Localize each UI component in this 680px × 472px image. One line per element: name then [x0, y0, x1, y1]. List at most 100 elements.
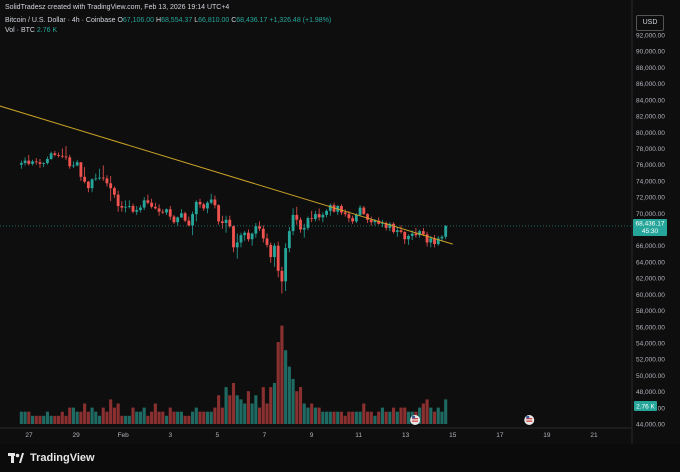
volume-bar	[392, 407, 396, 424]
candle-body	[109, 183, 113, 189]
volume-bar	[421, 403, 425, 424]
candle-body	[23, 160, 27, 164]
volume-bar	[250, 403, 254, 424]
time-tick-label: 7	[263, 432, 267, 439]
volume-bar	[68, 407, 72, 424]
candle-body	[228, 219, 232, 227]
symbol-label: Bitcoin / U.S. Dollar · 4h · Coinbase	[5, 17, 116, 24]
candle-body	[198, 201, 202, 205]
candle-body	[235, 242, 239, 248]
volume-bar	[235, 395, 239, 424]
volume-bar	[239, 399, 243, 424]
candle-body	[291, 214, 295, 232]
candle-body	[94, 178, 98, 180]
candle-body	[299, 219, 302, 230]
open-value: 67,106.00	[122, 17, 155, 24]
candle-body	[120, 205, 124, 208]
candle-body	[127, 205, 131, 207]
close-value: 68,436.17	[236, 17, 268, 24]
candle-body	[90, 179, 94, 189]
candle-body	[179, 213, 183, 218]
volume-tag	[634, 401, 657, 411]
volume-bar	[336, 411, 340, 424]
volume-bar	[90, 407, 94, 424]
volume-bar	[328, 411, 332, 424]
tradingview-logo[interactable]: TradingView	[8, 452, 95, 464]
candle-body	[280, 270, 284, 282]
candle-body	[369, 219, 373, 223]
candle-body	[421, 231, 425, 235]
candle-body	[328, 205, 332, 211]
volume-bar	[138, 411, 143, 424]
candle-body	[116, 194, 120, 206]
candle-body	[213, 199, 217, 206]
candle-body	[444, 225, 448, 237]
volume-bar	[164, 415, 169, 424]
last-price-value: 68,436.17	[636, 220, 665, 227]
volume-bar	[146, 415, 150, 424]
volume-bar	[101, 407, 105, 424]
volume-bar	[310, 403, 314, 424]
candle-body	[68, 157, 72, 167]
candle-body	[388, 223, 392, 228]
price-tick-label: 54,000.00	[636, 340, 665, 347]
volume-bar	[321, 411, 325, 424]
candle-body	[321, 214, 325, 218]
volume-bar	[198, 411, 202, 424]
volume-bar	[298, 387, 303, 424]
time-tick-label: 17	[496, 432, 504, 439]
volume-bar	[384, 411, 388, 424]
candle-body	[206, 202, 209, 209]
candle-body	[340, 205, 343, 213]
candle-body	[45, 158, 49, 164]
volume-bar	[217, 395, 221, 424]
price-tick-label: 92,000.00	[636, 33, 665, 40]
price-tick-label: 74,000.00	[636, 178, 665, 185]
price-tick-label: 64,000.00	[636, 259, 665, 266]
candle-body	[358, 207, 362, 215]
candle-body	[135, 210, 139, 212]
volume-bar	[83, 403, 87, 424]
candle-body	[343, 212, 347, 215]
volume-bar	[42, 415, 46, 424]
candle-body	[194, 201, 198, 215]
candle-body	[410, 233, 414, 236]
candle-body	[436, 238, 440, 245]
candle-body	[306, 218, 310, 228]
volume-bar	[172, 411, 176, 424]
volume-bar	[213, 407, 217, 424]
volume-bar	[97, 415, 102, 424]
volume-bar	[280, 325, 284, 424]
event-flag-stripe	[412, 418, 419, 420]
volume-bar	[202, 411, 206, 424]
price-tick-label: 72,000.00	[636, 195, 665, 202]
candle-body	[354, 214, 358, 222]
volume-bar	[343, 415, 347, 424]
volume-bar	[142, 407, 146, 424]
volume-bar	[194, 407, 198, 424]
candle-body	[101, 177, 105, 179]
currency-button[interactable]: USD	[636, 15, 664, 31]
volume-bar	[34, 415, 38, 424]
candle-body	[332, 205, 336, 212]
candle-body	[217, 205, 221, 222]
volume-bar	[209, 411, 213, 424]
price-tick-label: 78,000.00	[636, 146, 665, 153]
close-label: C	[231, 17, 237, 24]
candle-body	[392, 223, 395, 232]
time-tick-label: 19	[543, 432, 551, 439]
candle-body	[232, 226, 235, 248]
price-tick-label: 56,000.00	[636, 324, 665, 331]
time-tick-label: 27	[25, 432, 33, 439]
event-flag-stripe	[526, 418, 533, 420]
volume-bar	[179, 411, 183, 424]
price-tick-label: 50,000.00	[636, 373, 665, 380]
footer: TradingView	[0, 444, 680, 472]
candle-body	[440, 236, 444, 239]
volume-bar	[19, 411, 23, 424]
volume-bar	[243, 403, 247, 424]
event-flag-canton	[412, 416, 416, 419]
time-tick-label: 29	[72, 432, 80, 439]
volume-bar	[131, 407, 135, 424]
